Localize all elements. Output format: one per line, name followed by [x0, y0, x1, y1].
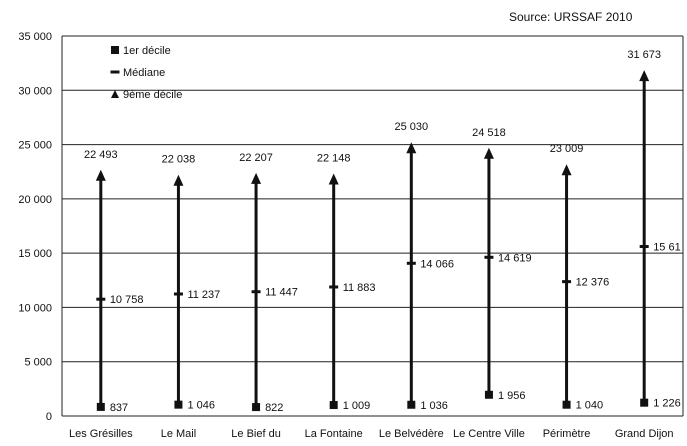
marker-1er-decile — [252, 403, 261, 412]
legend-marker-1er-decile — [111, 46, 119, 54]
y-tick-label: 15 000 — [18, 248, 52, 260]
y-tick-label: 5 000 — [24, 357, 52, 369]
x-tick-label: Le Bief du — [231, 428, 281, 440]
data-label-mediane: 15 61 — [653, 242, 681, 254]
legend-label: Médiane — [123, 67, 165, 79]
legend-marker-9eme-decile — [111, 90, 119, 98]
marker-1er-decile — [484, 390, 493, 399]
marker-9eme-decile — [173, 174, 184, 186]
y-tick-label: 35 000 — [18, 31, 52, 43]
marker-9eme-decile — [639, 70, 650, 82]
data-label-9eme-decile: 23 009 — [550, 143, 584, 155]
marker-mediane — [562, 280, 572, 284]
data-label-mediane: 11 237 — [187, 289, 220, 301]
x-tick-label: Grand Dijon — [615, 428, 674, 440]
marker-1er-decile — [407, 400, 416, 409]
marker-1er-decile — [329, 401, 338, 410]
data-label-1er-decile: 1 046 — [187, 400, 215, 412]
data-label-mediane: 14 619 — [498, 252, 532, 264]
x-tick-label: Le Mail — [161, 428, 196, 440]
marker-mediane — [251, 290, 261, 294]
data-label-mediane: 11 883 — [343, 282, 376, 294]
x-tick-label: Le Belvédère — [379, 428, 444, 440]
data-label-9eme-decile: 22 148 — [317, 153, 351, 165]
x-tick-label: Périmètre — [543, 428, 591, 440]
marker-1er-decile — [562, 400, 571, 409]
marker-mediane — [406, 261, 416, 265]
x-tick-label: La Fontaine — [305, 428, 363, 440]
data-label-1er-decile: 1 956 — [498, 390, 526, 402]
data-label-mediane: 11 447 — [265, 287, 298, 299]
x-tick-label: Les Grésilles — [69, 428, 133, 440]
data-label-1er-decile: 1 040 — [576, 400, 604, 412]
data-label-9eme-decile: 31 673 — [627, 49, 661, 61]
data-label-mediane: 14 066 — [420, 258, 454, 270]
data-label-9eme-decile: 24 518 — [472, 127, 506, 139]
data-label-1er-decile: 822 — [265, 402, 283, 414]
marker-9eme-decile — [95, 169, 106, 181]
data-label-1er-decile: 1 226 — [653, 398, 681, 410]
marker-mediane — [96, 297, 106, 301]
data-label-1er-decile: 837 — [110, 402, 128, 414]
y-tick-label: 25 000 — [18, 140, 52, 152]
legend-marker-mediane — [110, 70, 120, 74]
data-label-1er-decile: 1 009 — [343, 400, 371, 412]
marker-9eme-decile — [561, 164, 572, 176]
data-label-9eme-decile: 25 030 — [394, 121, 428, 133]
marker-mediane — [639, 245, 649, 249]
marker-1er-decile — [640, 398, 649, 407]
y-tick-label: 10 000 — [18, 302, 52, 314]
legend-label: 1er décile — [123, 45, 171, 57]
data-label-9eme-decile: 22 207 — [239, 152, 273, 164]
x-tick-label: Le Centre Ville — [453, 428, 525, 440]
marker-mediane — [329, 285, 339, 289]
data-label-9eme-decile: 22 038 — [162, 154, 196, 166]
marker-9eme-decile — [483, 147, 494, 159]
marker-mediane — [173, 292, 183, 296]
marker-1er-decile — [174, 400, 183, 409]
y-tick-label: 20 000 — [18, 194, 52, 206]
data-label-9eme-decile: 22 493 — [84, 149, 118, 161]
marker-1er-decile — [96, 402, 105, 411]
legend-label: 9ème décile — [123, 89, 182, 101]
chart-source: Source: URSSAF 2010 — [509, 10, 633, 24]
marker-9eme-decile — [328, 173, 339, 185]
marker-9eme-decile — [251, 172, 262, 184]
y-tick-label: 0 — [46, 411, 52, 423]
marker-9eme-decile — [406, 142, 417, 154]
y-tick-label: 30 000 — [18, 85, 52, 97]
data-label-mediane: 10 758 — [110, 294, 144, 306]
data-label-mediane: 12 376 — [576, 277, 610, 289]
marker-mediane — [484, 255, 494, 259]
data-label-1er-decile: 1 036 — [420, 400, 448, 412]
